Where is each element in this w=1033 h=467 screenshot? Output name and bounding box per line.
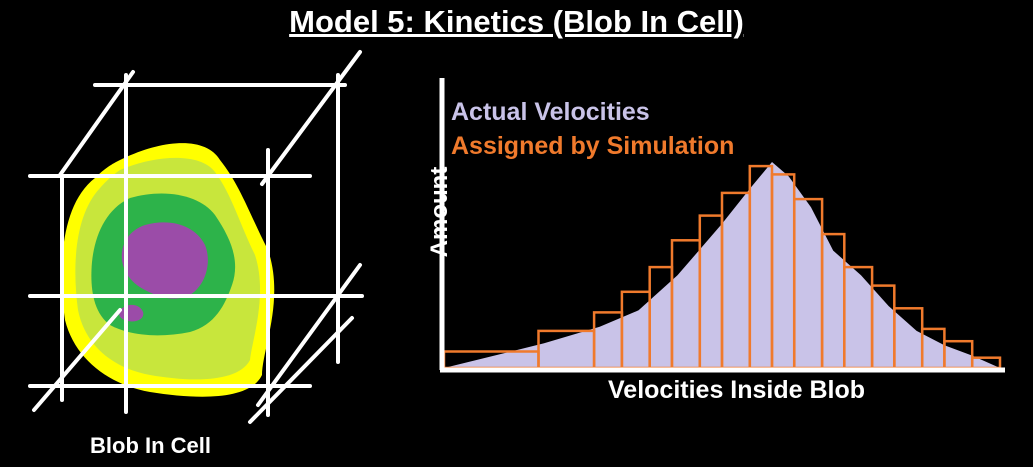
legend-actual-velocities: Actual Velocities xyxy=(451,98,650,126)
blob-caption: Blob In Cell xyxy=(90,433,211,458)
blob-core xyxy=(121,222,208,299)
page-title: Model 5: Kinetics (Blob In Cell) xyxy=(289,4,744,39)
cell-grid xyxy=(28,50,364,424)
blob-illustration xyxy=(61,143,275,397)
legend-assigned-by-simulation: Assigned by Simulation xyxy=(451,132,735,160)
x-axis-label: Velocities Inside Blob xyxy=(608,376,866,404)
chart xyxy=(439,78,1005,373)
y-axis-label: Amount xyxy=(426,166,453,258)
